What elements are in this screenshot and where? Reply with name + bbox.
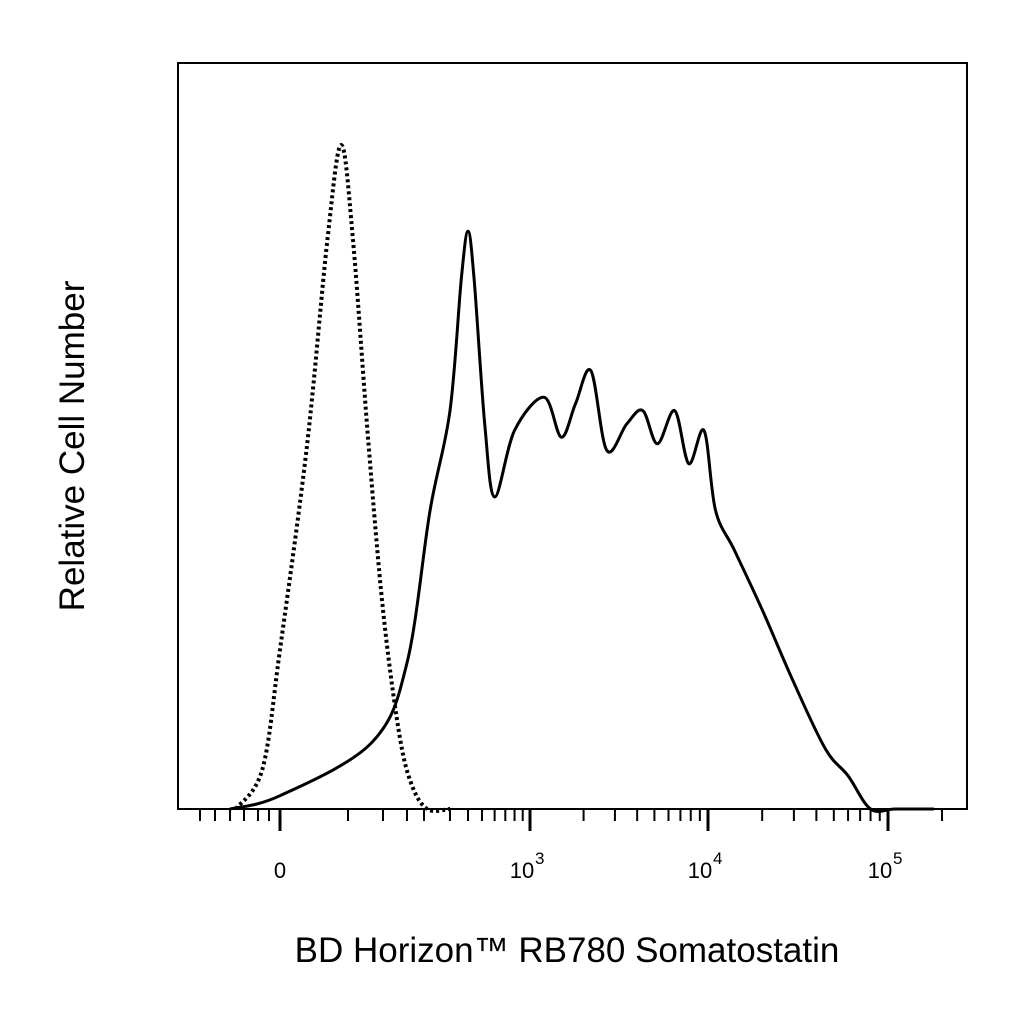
x-axis-minor-ticks xyxy=(199,809,943,821)
x-tick-label-exponent: 3 xyxy=(535,849,544,868)
plot-frame xyxy=(177,62,968,810)
x-axis-major-ticks xyxy=(278,809,890,831)
x-axis-title: BD Horizon™ RB780 Somatostatin xyxy=(295,931,840,970)
histogram-series-solid-1 xyxy=(229,229,934,813)
x-tick-label: 10 xyxy=(688,858,712,883)
series-layer xyxy=(229,143,934,813)
y-axis-title: Relative Cell Number xyxy=(53,280,92,611)
x-tick-label: 0 xyxy=(274,858,286,883)
x-tick-label-exponent: 5 xyxy=(893,849,902,868)
x-axis-tick-labels: 0 10 3 10 4 10 5 xyxy=(274,849,903,883)
x-tick-label-exponent: 4 xyxy=(713,849,722,868)
histogram-series-dotted-0 xyxy=(233,143,451,813)
x-tick-label: 10 xyxy=(868,858,892,883)
x-tick-label: 10 xyxy=(510,858,534,883)
